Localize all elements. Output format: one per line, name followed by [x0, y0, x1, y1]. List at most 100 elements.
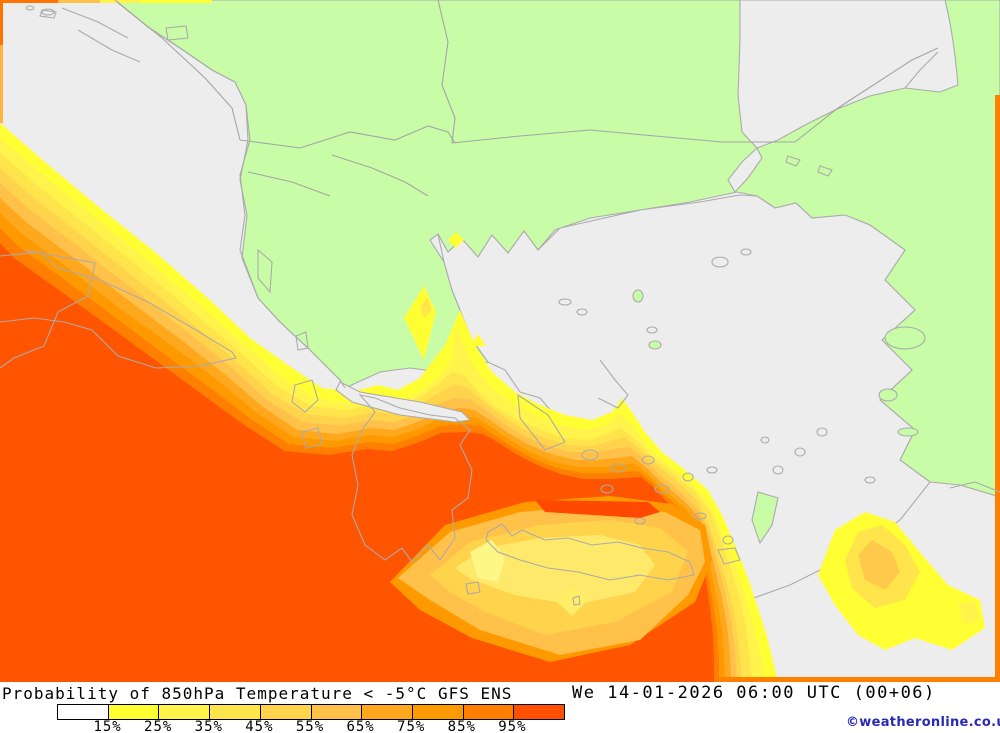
island-outline — [897, 427, 919, 437]
borders-layer — [116, 0, 939, 197]
legend-swatch — [514, 705, 565, 719]
probability-field-shape — [420, 298, 432, 318]
probability-field-shape — [858, 540, 900, 590]
coastlines-layer — [0, 0, 1000, 606]
borders-shape — [794, 47, 939, 143]
borders-shape — [116, 1, 241, 141]
coastlines-shape — [61, 7, 129, 39]
legend-swatch — [463, 705, 515, 719]
island-outline — [648, 340, 662, 350]
probability-field-shape — [0, 0, 58, 3]
copyright-link[interactable]: ©weatheronline.co.uk — [846, 715, 1000, 730]
legend-label: 85% — [447, 719, 476, 733]
map-title: Probability of 850hPa Temperature < -5°C… — [2, 684, 513, 703]
map-canvas — [0, 0, 1000, 682]
coastlines-shape — [949, 481, 1000, 493]
legend-swatch — [412, 705, 464, 719]
coastlines-shape — [0, 251, 237, 369]
probability-field-layer — [0, 0, 1000, 682]
coastlines-shape — [351, 394, 473, 563]
islands-layer — [25, 5, 926, 545]
legend-swatch — [159, 705, 211, 719]
coastlines-shape — [114, 0, 346, 389]
legend-label: 55% — [295, 719, 325, 733]
probability-field-shape — [555, 586, 588, 616]
island-outline — [654, 484, 670, 494]
coastlines-shape — [572, 595, 581, 606]
island-outline — [682, 472, 694, 482]
coastlines-shape — [291, 379, 319, 413]
coastlines-shape — [597, 359, 629, 409]
island-outline — [693, 512, 707, 520]
legend-label: 65% — [346, 719, 375, 733]
island-outline — [760, 436, 770, 444]
island-outline — [600, 484, 614, 494]
legend-swatch — [311, 705, 363, 719]
legend-swatch — [260, 705, 312, 719]
island-outline — [576, 308, 588, 316]
coastlines-shape — [301, 427, 323, 449]
legend-swatch — [210, 705, 261, 719]
legend-swatch — [108, 705, 160, 719]
coastlines-shape — [904, 51, 939, 89]
island-outline — [558, 298, 572, 306]
coastlines-shape — [485, 523, 695, 581]
probability-field-shape — [448, 232, 464, 248]
coastlines-shape — [295, 331, 309, 351]
probability-field-shape — [0, 3, 3, 45]
legend-label: 25% — [144, 719, 173, 733]
legend-label: 15% — [93, 719, 122, 733]
island-outline — [581, 449, 599, 461]
island-outline — [711, 256, 729, 268]
legend-colorbar — [57, 704, 565, 720]
probability-field-shape — [958, 600, 980, 625]
coastlines-shape — [785, 155, 801, 167]
island-outline — [646, 326, 658, 334]
coastlines-shape — [39, 9, 57, 19]
legend-label: 35% — [194, 719, 223, 733]
probability-field-shape — [0, 45, 3, 123]
legend-label: 75% — [397, 719, 426, 733]
gulfs-layer — [335, 381, 472, 423]
island-outline — [610, 463, 626, 473]
coastlines-shape — [517, 393, 566, 451]
coastlines-shape — [817, 165, 833, 177]
probability-field-shape — [714, 677, 1000, 682]
borders-shape — [247, 171, 331, 197]
island-outline — [722, 535, 734, 545]
island-outline — [25, 5, 35, 11]
legend-label: 95% — [498, 719, 527, 733]
legend-swatch — [58, 705, 109, 719]
probability-field-shape — [995, 95, 1000, 682]
land-shape — [257, 248, 273, 294]
rhodes-island — [751, 491, 779, 545]
probability-field-shape — [470, 334, 486, 346]
island-outline — [706, 466, 718, 474]
coastlines-shape — [465, 581, 481, 595]
bottom-bar: Probability of 850hPa Temperature < -5°C… — [0, 682, 1000, 733]
borders-shape — [451, 129, 795, 144]
legend-label: 45% — [245, 719, 274, 733]
probability-field-shape — [58, 0, 100, 3]
sea-overlays-shape — [727, 147, 763, 193]
island-outline — [740, 248, 752, 256]
gulfs-shape — [335, 381, 472, 423]
island-outline — [772, 465, 784, 475]
probability-field-shape — [535, 500, 660, 518]
probability-field-shape — [140, 0, 212, 3]
coastlines-shape — [77, 29, 141, 63]
legend-labels: 15% 25% 35% 45% 55% 65% 75% 85% 95% — [0, 719, 640, 733]
island-outline — [794, 447, 806, 457]
probability-map — [0, 0, 1000, 682]
legend-swatch — [362, 705, 413, 719]
probability-field-shape — [455, 535, 655, 605]
coastlines-shape — [165, 25, 189, 41]
map-datetime: We 14-01-2026 06:00 UTC (00+06) — [572, 683, 936, 703]
coastlines-shape — [717, 547, 741, 565]
borders-shape — [331, 154, 429, 197]
borders-shape — [437, 0, 456, 144]
island-outline — [864, 476, 876, 484]
coastlines-shape — [0, 249, 96, 369]
island-outline — [634, 517, 646, 525]
island-outline — [878, 388, 898, 402]
